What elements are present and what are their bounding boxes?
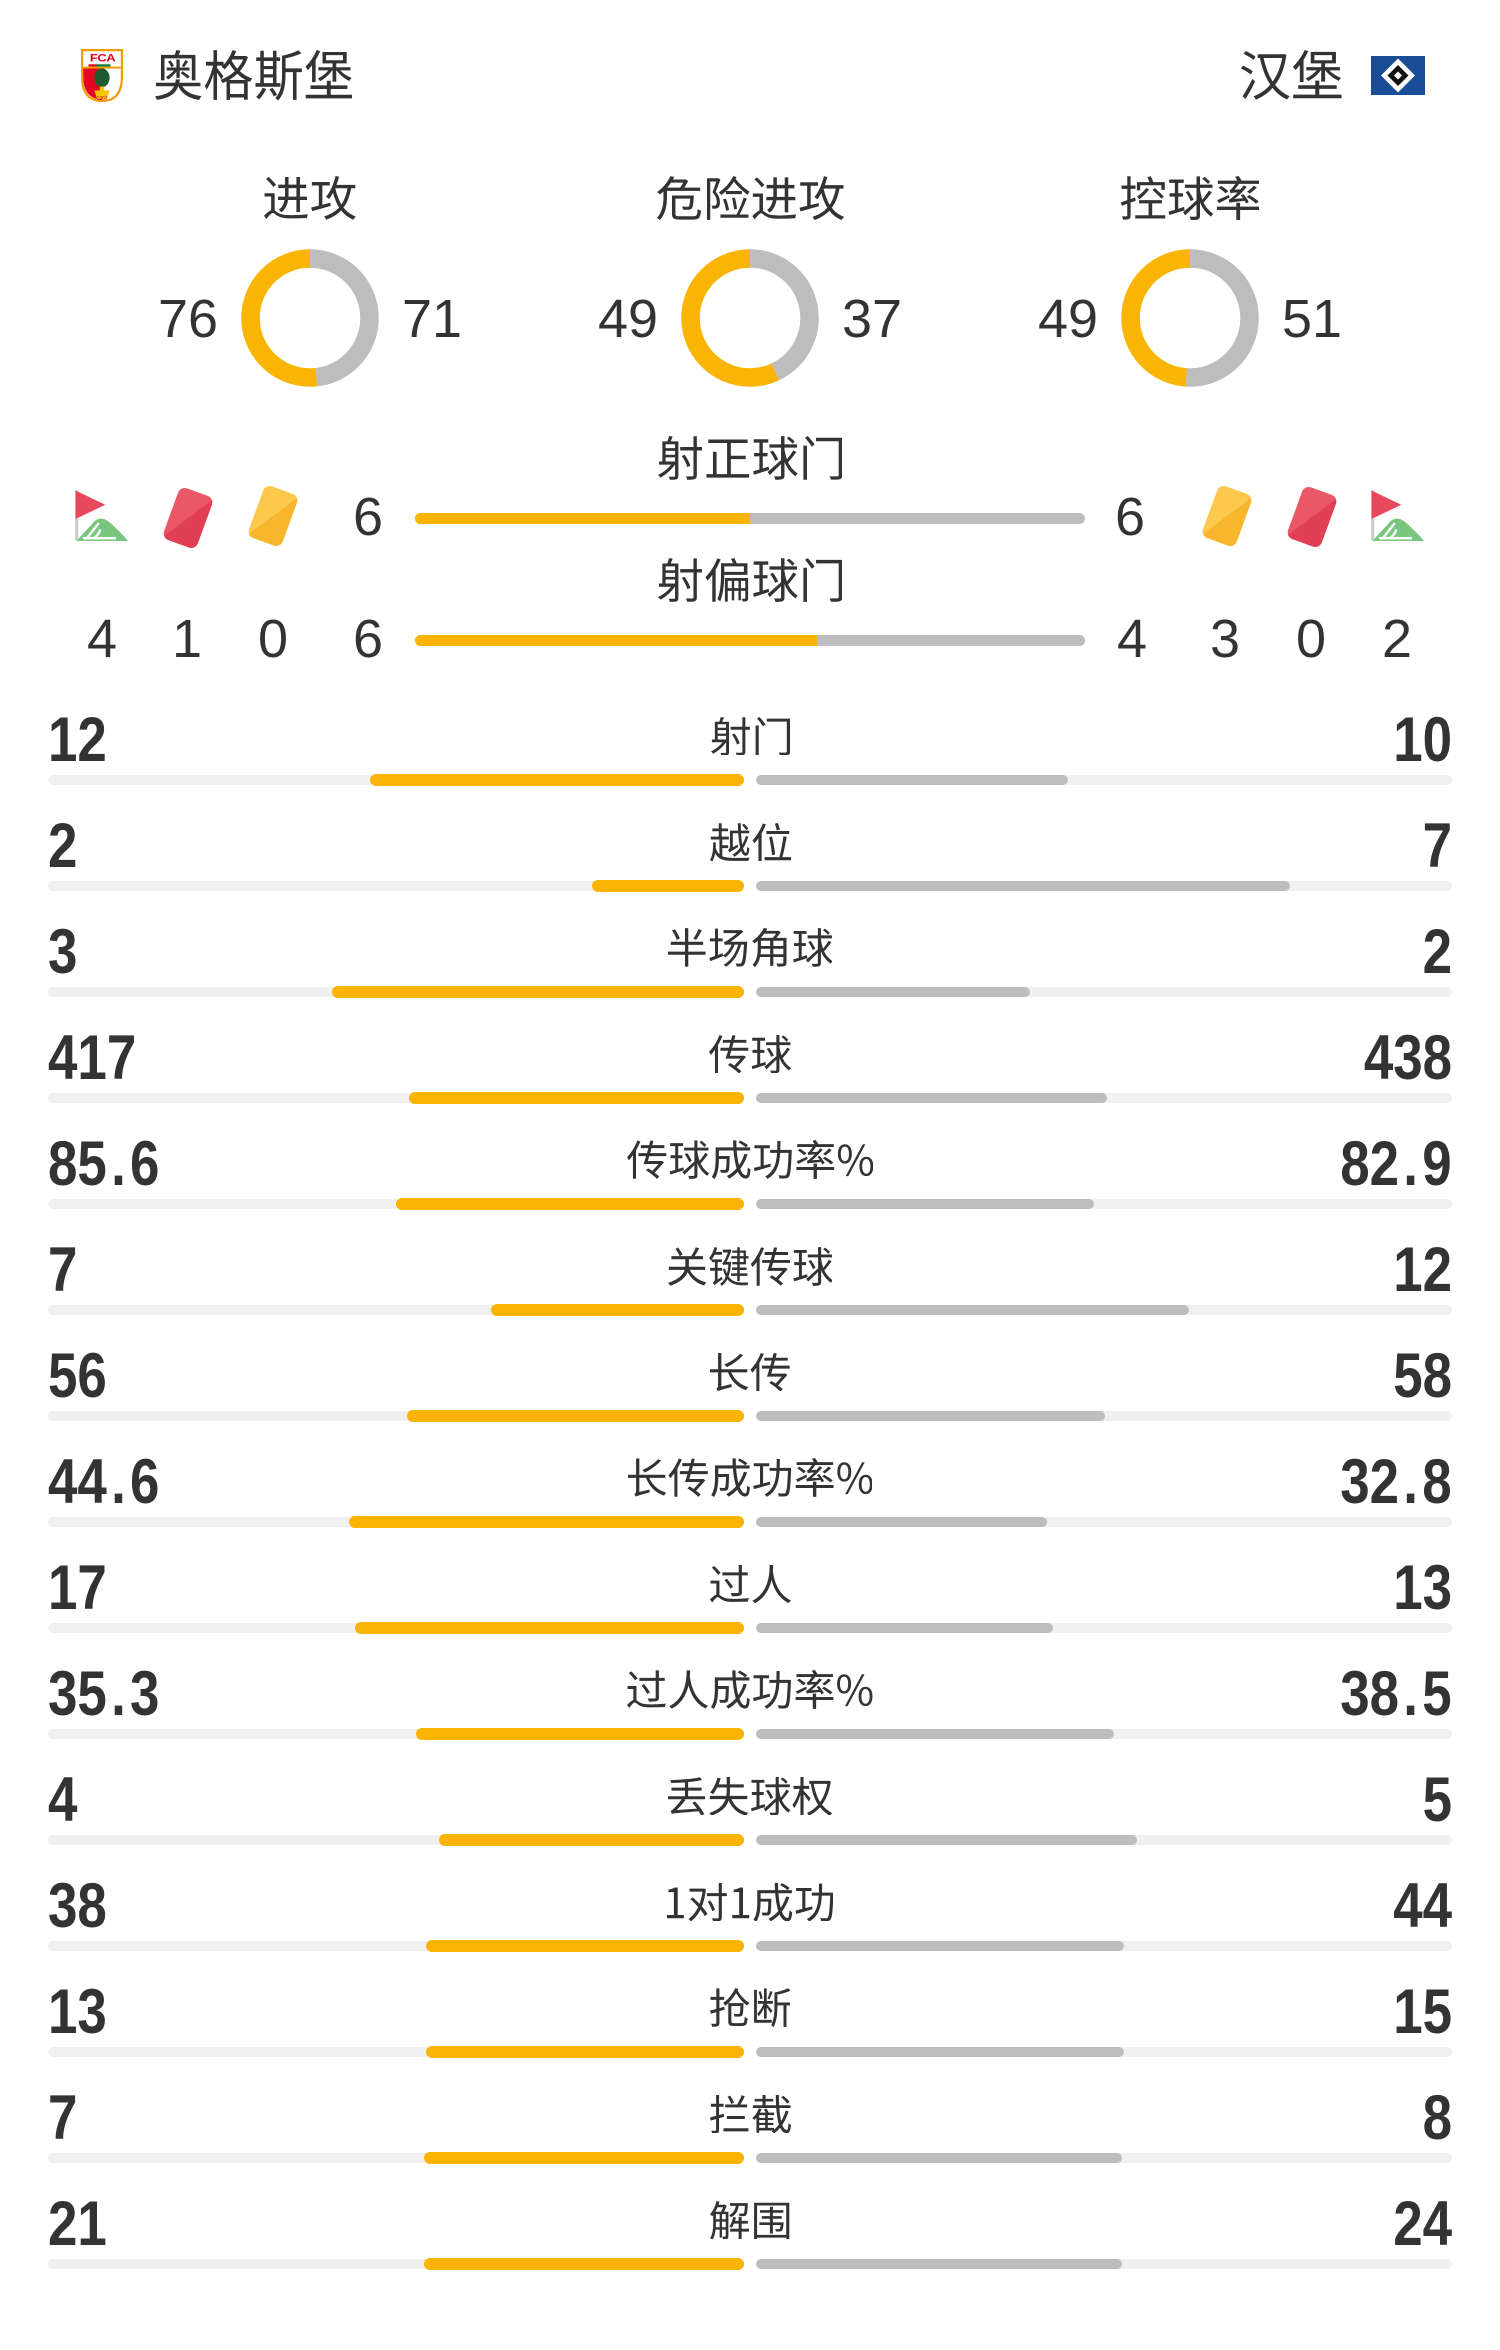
svg-text:1907: 1907 bbox=[96, 96, 107, 102]
svg-text:FCA: FCA bbox=[90, 51, 116, 64]
